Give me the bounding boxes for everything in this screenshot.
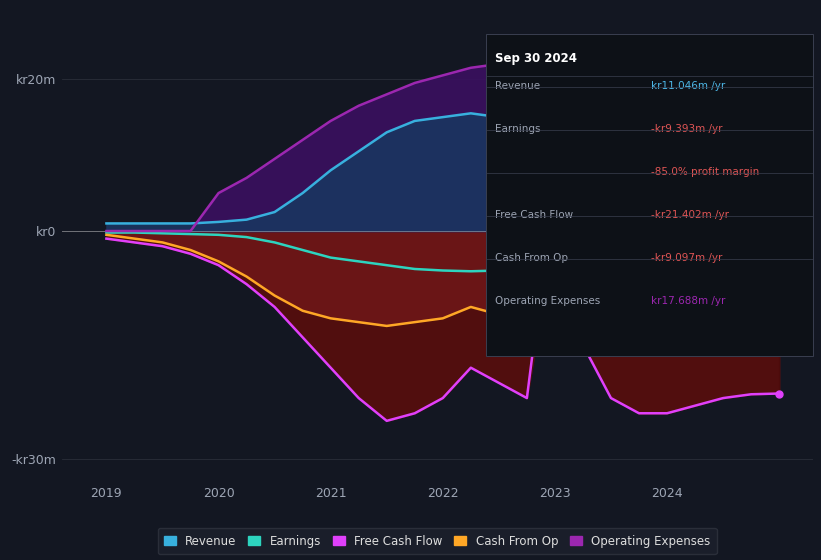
Text: -kr9.097m /yr: -kr9.097m /yr bbox=[651, 253, 722, 263]
Text: Cash From Op: Cash From Op bbox=[495, 253, 568, 263]
Text: Free Cash Flow: Free Cash Flow bbox=[495, 209, 573, 220]
Text: Revenue: Revenue bbox=[495, 81, 540, 91]
Text: -85.0% profit margin: -85.0% profit margin bbox=[651, 167, 759, 176]
Text: Operating Expenses: Operating Expenses bbox=[495, 296, 600, 306]
Text: -kr9.393m /yr: -kr9.393m /yr bbox=[651, 124, 722, 134]
FancyBboxPatch shape bbox=[486, 34, 813, 356]
Text: Sep 30 2024: Sep 30 2024 bbox=[495, 52, 577, 64]
Text: kr17.688m /yr: kr17.688m /yr bbox=[651, 296, 726, 306]
Text: Earnings: Earnings bbox=[495, 124, 540, 134]
Legend: Revenue, Earnings, Free Cash Flow, Cash From Op, Operating Expenses: Revenue, Earnings, Free Cash Flow, Cash … bbox=[158, 528, 717, 554]
Text: kr11.046m /yr: kr11.046m /yr bbox=[651, 81, 726, 91]
Text: -kr21.402m /yr: -kr21.402m /yr bbox=[651, 209, 729, 220]
